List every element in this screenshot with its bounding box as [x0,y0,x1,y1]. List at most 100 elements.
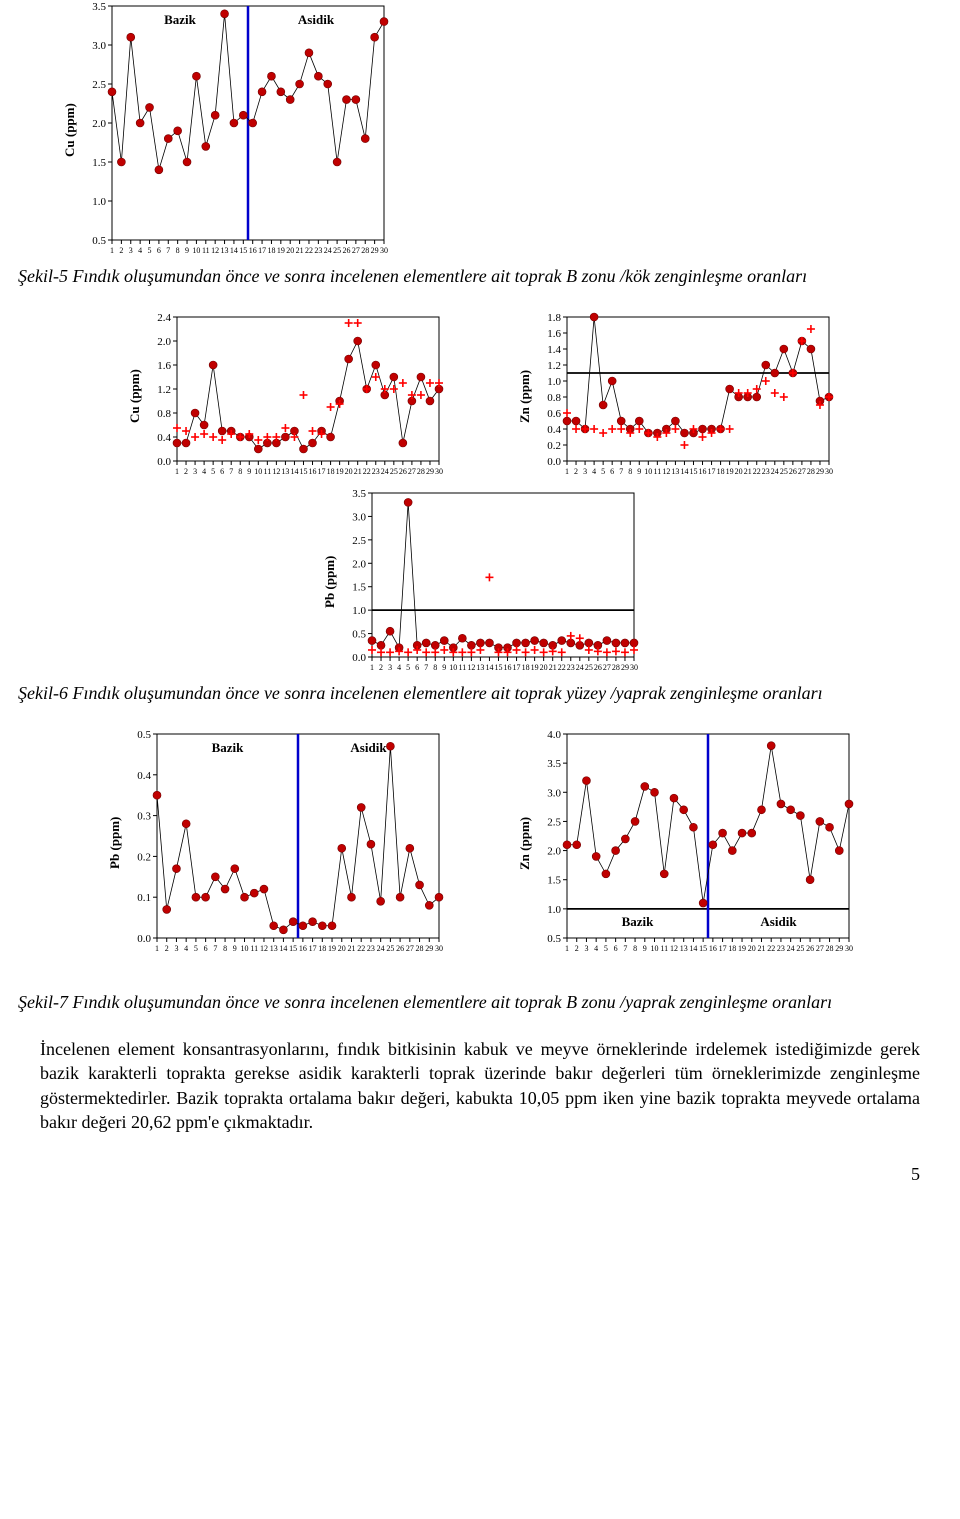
svg-text:Bazik: Bazik [212,740,245,755]
svg-text:18: 18 [728,944,736,953]
svg-text:1.6: 1.6 [157,360,171,372]
svg-text:13: 13 [680,944,688,953]
svg-text:0.0: 0.0 [352,652,366,664]
svg-text:26: 26 [396,944,404,953]
svg-text:15: 15 [299,467,307,476]
svg-text:20: 20 [338,944,346,953]
svg-text:20: 20 [748,944,756,953]
svg-text:29: 29 [426,467,434,476]
svg-text:17: 17 [708,467,716,476]
svg-text:0.5: 0.5 [547,933,561,945]
svg-text:1.0: 1.0 [547,904,561,916]
svg-text:29: 29 [816,467,824,476]
svg-text:14: 14 [485,663,493,672]
svg-text:19: 19 [531,663,539,672]
svg-text:22: 22 [558,663,566,672]
svg-text:15: 15 [689,467,697,476]
svg-text:0.4: 0.4 [547,424,561,436]
svg-text:24: 24 [771,467,779,476]
svg-text:29: 29 [835,944,843,953]
svg-text:19: 19 [726,467,734,476]
svg-text:25: 25 [386,944,394,953]
svg-text:1.0: 1.0 [352,605,366,617]
svg-text:8: 8 [176,246,180,255]
ylabel-cu-top: Cu (ppm) [60,0,80,260]
caption-fig5: Şekil-5 Fındık oluşumundan önce ve sonra… [18,266,942,287]
svg-text:0.6: 0.6 [547,408,561,420]
svg-text:12: 12 [670,944,678,953]
svg-text:28: 28 [361,246,369,255]
svg-text:0.1: 0.1 [137,892,151,904]
svg-text:24: 24 [324,246,332,255]
svg-text:4: 4 [592,467,596,476]
svg-text:0.0: 0.0 [547,456,561,468]
svg-text:30: 30 [845,944,853,953]
svg-text:10: 10 [651,944,659,953]
svg-text:24: 24 [381,467,389,476]
svg-text:3.5: 3.5 [352,488,366,500]
svg-text:6: 6 [415,663,419,672]
svg-text:15: 15 [239,246,247,255]
chart-zn-bot: Zn (ppm) 0.51.01.52.02.53.03.54.01234567… [515,728,855,958]
svg-text:11: 11 [202,246,210,255]
svg-text:4: 4 [397,663,401,672]
svg-text:0.5: 0.5 [352,629,366,641]
svg-text:2.0: 2.0 [352,558,366,570]
svg-text:12: 12 [211,246,219,255]
svg-text:0.2: 0.2 [137,851,151,863]
svg-text:Bazik: Bazik [164,12,197,27]
svg-text:7: 7 [619,467,623,476]
svg-text:2: 2 [165,944,169,953]
svg-text:3.0: 3.0 [92,40,106,52]
svg-text:17: 17 [318,467,326,476]
svg-text:1.5: 1.5 [547,875,561,887]
svg-text:6: 6 [204,944,208,953]
svg-text:26: 26 [594,663,602,672]
svg-text:24: 24 [576,663,584,672]
svg-text:2.5: 2.5 [547,816,561,828]
svg-text:23: 23 [567,663,575,672]
svg-text:2: 2 [575,944,579,953]
svg-text:18: 18 [327,467,335,476]
svg-text:28: 28 [417,467,425,476]
svg-text:23: 23 [367,944,375,953]
svg-text:9: 9 [442,663,446,672]
svg-text:27: 27 [352,246,360,255]
svg-text:15: 15 [289,944,297,953]
svg-text:27: 27 [603,663,611,672]
svg-text:18: 18 [267,246,275,255]
svg-text:13: 13 [221,246,229,255]
chart-cu-mid: Cu (ppm) 0.00.40.81.21.62.02.41234567891… [125,311,445,481]
svg-text:21: 21 [549,663,557,672]
svg-text:11: 11 [263,467,271,476]
svg-text:8: 8 [433,663,437,672]
svg-text:28: 28 [416,944,424,953]
body-paragraph: İncelenen element konsantrasyonlarını, f… [40,1037,920,1134]
svg-text:Asidik: Asidik [298,12,335,27]
svg-text:30: 30 [380,246,388,255]
svg-text:0.5: 0.5 [92,235,106,247]
svg-text:1.5: 1.5 [352,582,366,594]
svg-text:30: 30 [630,663,638,672]
svg-text:9: 9 [247,467,251,476]
svg-text:6: 6 [610,467,614,476]
svg-text:22: 22 [767,944,775,953]
svg-text:1.6: 1.6 [547,328,561,340]
svg-text:Asidik: Asidik [760,914,797,929]
svg-text:22: 22 [363,467,371,476]
svg-text:12: 12 [272,467,280,476]
svg-text:25: 25 [796,944,804,953]
svg-text:27: 27 [408,467,416,476]
svg-text:14: 14 [290,467,298,476]
svg-text:29: 29 [425,944,433,953]
svg-text:3: 3 [584,944,588,953]
ylabel-pb-bot: Pb (ppm) [105,728,125,958]
svg-text:8: 8 [238,467,242,476]
svg-text:0.0: 0.0 [157,456,171,468]
svg-text:18: 18 [318,944,326,953]
svg-text:7: 7 [229,467,233,476]
svg-text:1: 1 [370,663,374,672]
svg-text:21: 21 [347,944,355,953]
svg-text:13: 13 [270,944,278,953]
svg-text:14: 14 [279,944,287,953]
